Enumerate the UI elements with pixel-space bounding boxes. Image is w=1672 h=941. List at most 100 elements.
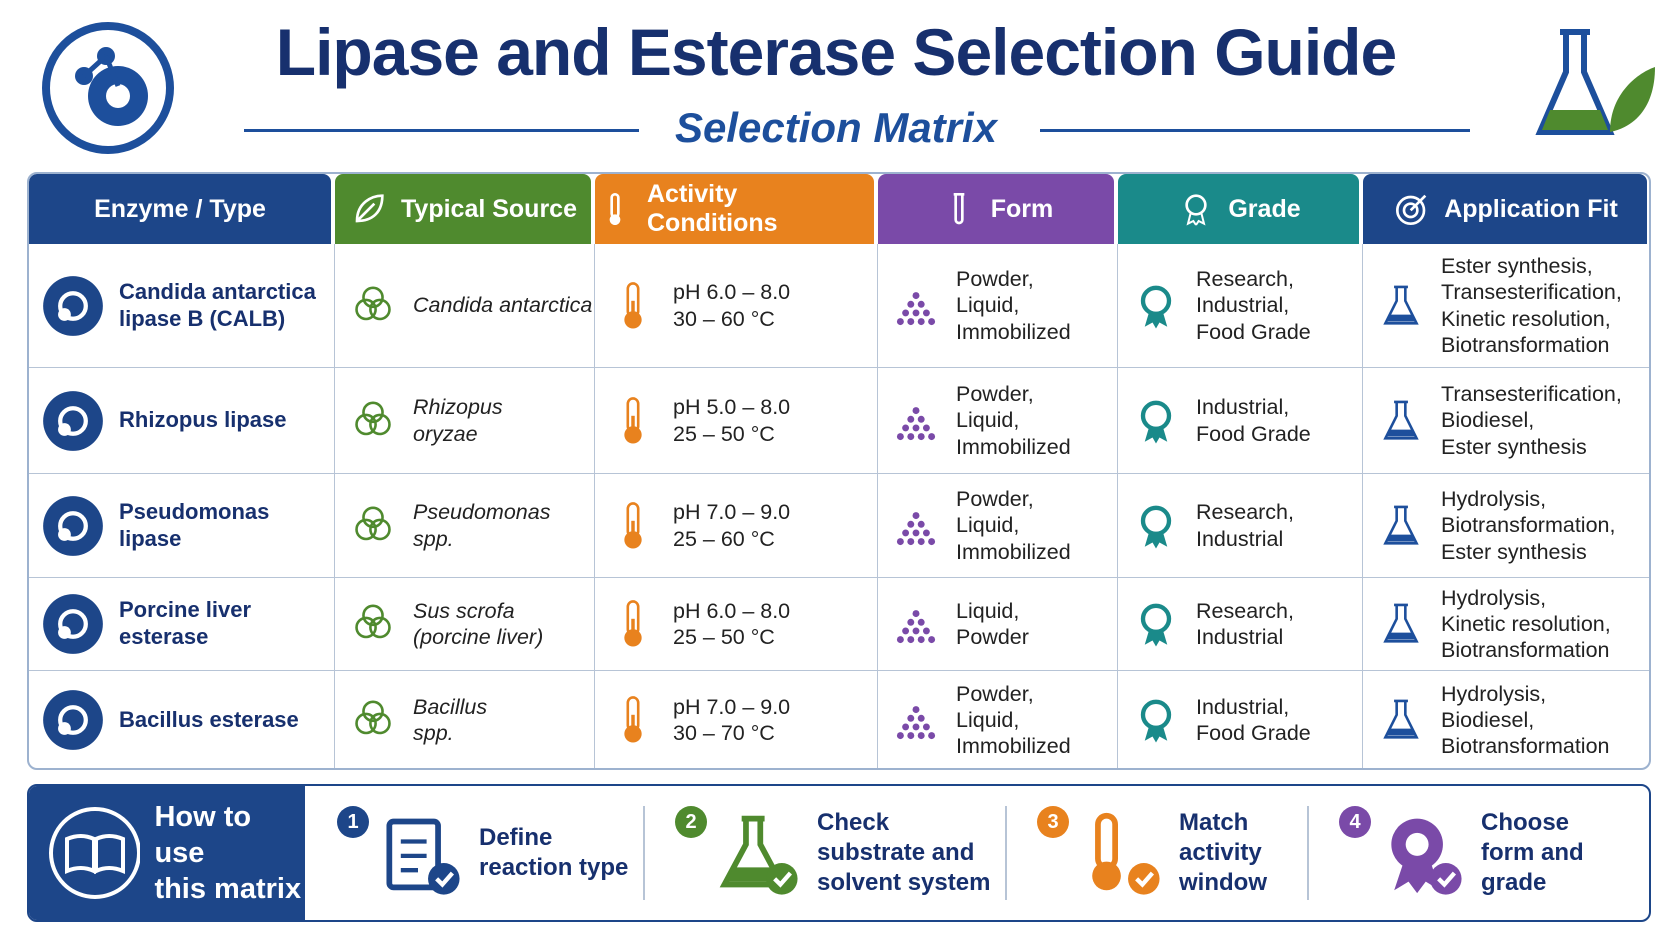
table-cell: pH 7.0 – 9.0 25 – 60 °C (595, 474, 878, 578)
step-separator (1005, 806, 1007, 900)
text-line: Research, (1196, 598, 1294, 623)
cell-icon (624, 281, 642, 329)
text-line: Rhizopus lipase (119, 407, 287, 433)
step-icon (1092, 812, 1160, 895)
how-to-use-panel: How to use this matrix 1 Define reaction ty… (27, 784, 1651, 922)
text-line: 25 – 60 °C (673, 526, 775, 551)
text-line: window (1179, 869, 1267, 896)
table-cell: pH 7.0 – 9.0 30 – 70 °C (595, 671, 878, 768)
text-line: lipase B (CALB) (119, 305, 286, 331)
cell-text: Liquid, Powder (956, 598, 1029, 650)
cell-icon (355, 506, 391, 540)
text-line: Research, (1196, 500, 1294, 525)
text-line: Pseudomonas lipase (119, 498, 270, 551)
step: 3 Match activity window (1019, 786, 1301, 920)
text-line: solvent system (817, 869, 991, 896)
cell-icon (43, 594, 103, 654)
step-number: 4 (1339, 806, 1371, 838)
step-text: Match activity window (1179, 808, 1267, 898)
header-icon (953, 193, 965, 225)
text-line: 25 – 50 °C (673, 625, 775, 649)
text-line: activity (1179, 839, 1262, 866)
step-icon (1391, 818, 1462, 895)
subtitle: Selection Matrix (674, 104, 998, 151)
cell-icon (896, 706, 936, 740)
how-to-use-label: How to use this matrix (29, 786, 305, 920)
text-line: substrate and (817, 839, 975, 866)
step-text: Check substrate and solvent system (817, 808, 990, 898)
subtitle-rule (244, 129, 639, 132)
text-line: Candida antarctica (413, 293, 593, 318)
header-icon (1396, 194, 1427, 225)
column-header: Typical Source (335, 174, 591, 244)
table-cell: Industrial, Food Grade (1118, 671, 1363, 768)
table-cell: Hydrolysis, Biotransformation, Ester synth… (1363, 474, 1649, 578)
cell-icon (1383, 285, 1419, 325)
cell-icon (624, 696, 642, 743)
table-cell: Rhizopus oryzae (335, 368, 595, 474)
cell-text: pH 6.0 – 8.0 30 – 60 °C (673, 279, 790, 331)
text-line: 30 – 60 °C (673, 306, 775, 331)
table-cell: Bacillus spp. (335, 671, 595, 768)
text-line: Biotransformation (1441, 638, 1610, 663)
text-line: Kinetic resolution, (1441, 611, 1611, 636)
step-separator (1307, 806, 1309, 900)
table-cell: Liquid, Powder (878, 578, 1118, 671)
table-cell: Candida antarctica lipase B (CALB) (29, 244, 335, 368)
table-cell: Hydrolysis, Kinetic resolution, Biotransfo… (1363, 578, 1649, 671)
step-text: Define reaction type (479, 823, 628, 883)
table-cell: pH 6.0 – 8.0 30 – 60 °C (595, 244, 878, 368)
text-line: 25 – 50 °C (673, 421, 775, 446)
text-line: pH 6.0 – 8.0 (673, 598, 791, 623)
cell-text: Industrial, Food Grade (1196, 394, 1311, 446)
text-line: Rhizopus (413, 395, 503, 420)
book-icon (49, 807, 141, 899)
text-line: this matrix (154, 873, 302, 906)
text-line: Match (1179, 809, 1249, 836)
text-line: pH 7.0 – 9.0 (673, 500, 791, 525)
text-line: Powder, (956, 487, 1034, 512)
text-line: Industrial, (1196, 694, 1290, 719)
flask-leaf-icon (1535, 29, 1655, 135)
text-line: Biodiesel, (1441, 408, 1535, 433)
text-line: form and (1481, 839, 1584, 866)
cell-text: Powder, Liquid, Immobilized (956, 381, 1071, 460)
text-line: Biodiesel, (1441, 707, 1535, 732)
text-line: Powder (956, 625, 1029, 649)
column-header-text: Typical Source (401, 194, 577, 223)
text-line: Ester synthesis (1441, 539, 1587, 564)
column-header: Enzyme / Type (29, 174, 331, 244)
cell-icon (43, 390, 103, 451)
step-icon (386, 818, 460, 895)
text-line: Hydrolysis, (1441, 681, 1547, 706)
text-line: Powder, (956, 382, 1034, 407)
text-line: Food Grade (1196, 421, 1311, 446)
cell-icon (43, 690, 103, 750)
cell-text: Research, Industrial (1196, 499, 1294, 551)
cell-text: Rhizopus oryzae (413, 394, 503, 446)
cell-text: pH 7.0 – 9.0 30 – 70 °C (673, 694, 790, 746)
cell-icon (355, 401, 391, 435)
cell-text: Rhizopus lipase (119, 407, 286, 434)
cell-text: Research, Industrial (1196, 598, 1294, 650)
cell-text: Powder, Liquid, Immobilized (956, 266, 1071, 345)
text-line: Research, (1196, 267, 1294, 292)
title: Lipase and Esterase Selection Guide (275, 15, 1397, 89)
text-line: Industrial (1196, 625, 1284, 649)
step-separator (643, 806, 645, 900)
column-header-text: Form (990, 194, 1054, 223)
table-cell: Powder, Liquid, Immobilized (878, 368, 1118, 474)
step-number: 2 (675, 806, 707, 838)
text-line: Bacillus (413, 694, 488, 719)
cell-text: Bacillus esterase (119, 707, 299, 734)
cell-text: Porcine liver esterase (119, 597, 334, 651)
table-cell: Research, Industrial (1118, 578, 1363, 671)
text-line: pH 6.0 – 8.0 (673, 280, 791, 305)
table-cell: Powder, Liquid, Immobilized (878, 474, 1118, 578)
text-line: Sus scrofa (413, 598, 515, 623)
text-line: Kinetic resolution, (1441, 306, 1611, 331)
text-line: Choose (1481, 809, 1570, 836)
step-number: 3 (1037, 806, 1069, 838)
table-cell: Hydrolysis, Biodiesel, Biotransformation (1363, 671, 1649, 768)
text-line: Liquid, (956, 598, 1020, 623)
